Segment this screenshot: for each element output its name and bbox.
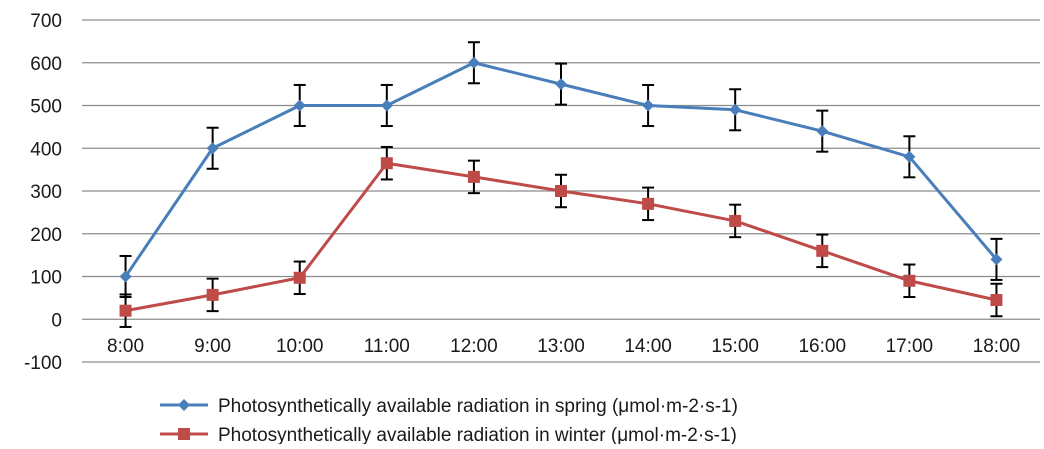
data-point <box>903 274 916 287</box>
data-point <box>119 304 132 317</box>
data-point <box>903 150 916 163</box>
x-tick-label: 17:00 <box>886 336 934 357</box>
x-tick-label: 18:00 <box>973 336 1021 357</box>
data-point <box>642 197 655 210</box>
data-points <box>119 157 1003 317</box>
y-tick-label: 500 <box>30 97 62 118</box>
data-point <box>293 99 306 112</box>
x-tick-label: 12:00 <box>450 336 498 357</box>
data-point <box>642 99 655 112</box>
x-axis-tick-labels: 8:00 9:00 10:00 11:00 12:00 13:00 14:00 15:00 16… <box>107 336 1020 357</box>
x-tick-label: 10:00 <box>276 336 324 357</box>
y-tick-label: 600 <box>30 54 62 75</box>
x-tick-label: 8:00 <box>107 336 144 357</box>
legend: Photosynthetically available radiation i… <box>160 396 738 446</box>
data-point <box>467 170 480 183</box>
data-point <box>380 99 393 112</box>
x-tick-label: 14:00 <box>624 336 672 357</box>
series-2 <box>119 145 1003 328</box>
legend-swatch-marker <box>178 428 190 440</box>
data-point <box>206 142 219 155</box>
y-tick-label: 400 <box>30 139 62 160</box>
y-tick-label: 0 <box>51 310 62 331</box>
data-point <box>293 271 306 284</box>
legend-swatch-marker <box>178 399 190 411</box>
series-1 <box>119 41 1003 299</box>
x-tick-label: 13:00 <box>537 336 585 357</box>
data-point <box>729 103 742 116</box>
data-point <box>990 294 1003 307</box>
data-point <box>816 125 829 138</box>
legend-item: Photosynthetically available radiation i… <box>160 425 737 446</box>
x-tick-label: 15:00 <box>711 336 759 357</box>
x-tick-label: 16:00 <box>798 336 846 357</box>
y-axis-tick-labels: -100 0 100 200 300 400 500 600 700 <box>24 11 62 374</box>
y-tick-label: 100 <box>30 268 62 289</box>
error-bars <box>119 145 1003 328</box>
data-point <box>380 157 393 170</box>
x-tick-label: 9:00 <box>194 336 231 357</box>
data-point <box>555 185 567 197</box>
y-tick-label: 200 <box>30 225 62 246</box>
data-point <box>555 78 567 91</box>
legend-label: Photosynthetically available radiation i… <box>218 425 737 444</box>
data-point <box>816 244 829 257</box>
legend-label: Photosynthetically available radiation i… <box>218 396 738 417</box>
data-point <box>119 270 132 283</box>
data-point <box>206 288 219 301</box>
x-tick-label: 11:00 <box>364 336 410 357</box>
data-point <box>990 253 1003 266</box>
y-tick-label: 300 <box>30 182 62 203</box>
y-tick-label: 700 <box>30 11 62 32</box>
legend-item: Photosynthetically available radiation i… <box>160 396 738 417</box>
data-points <box>119 56 1003 283</box>
data-point <box>467 56 480 69</box>
y-tick-label: -100 <box>24 353 62 374</box>
data-point <box>729 214 742 227</box>
